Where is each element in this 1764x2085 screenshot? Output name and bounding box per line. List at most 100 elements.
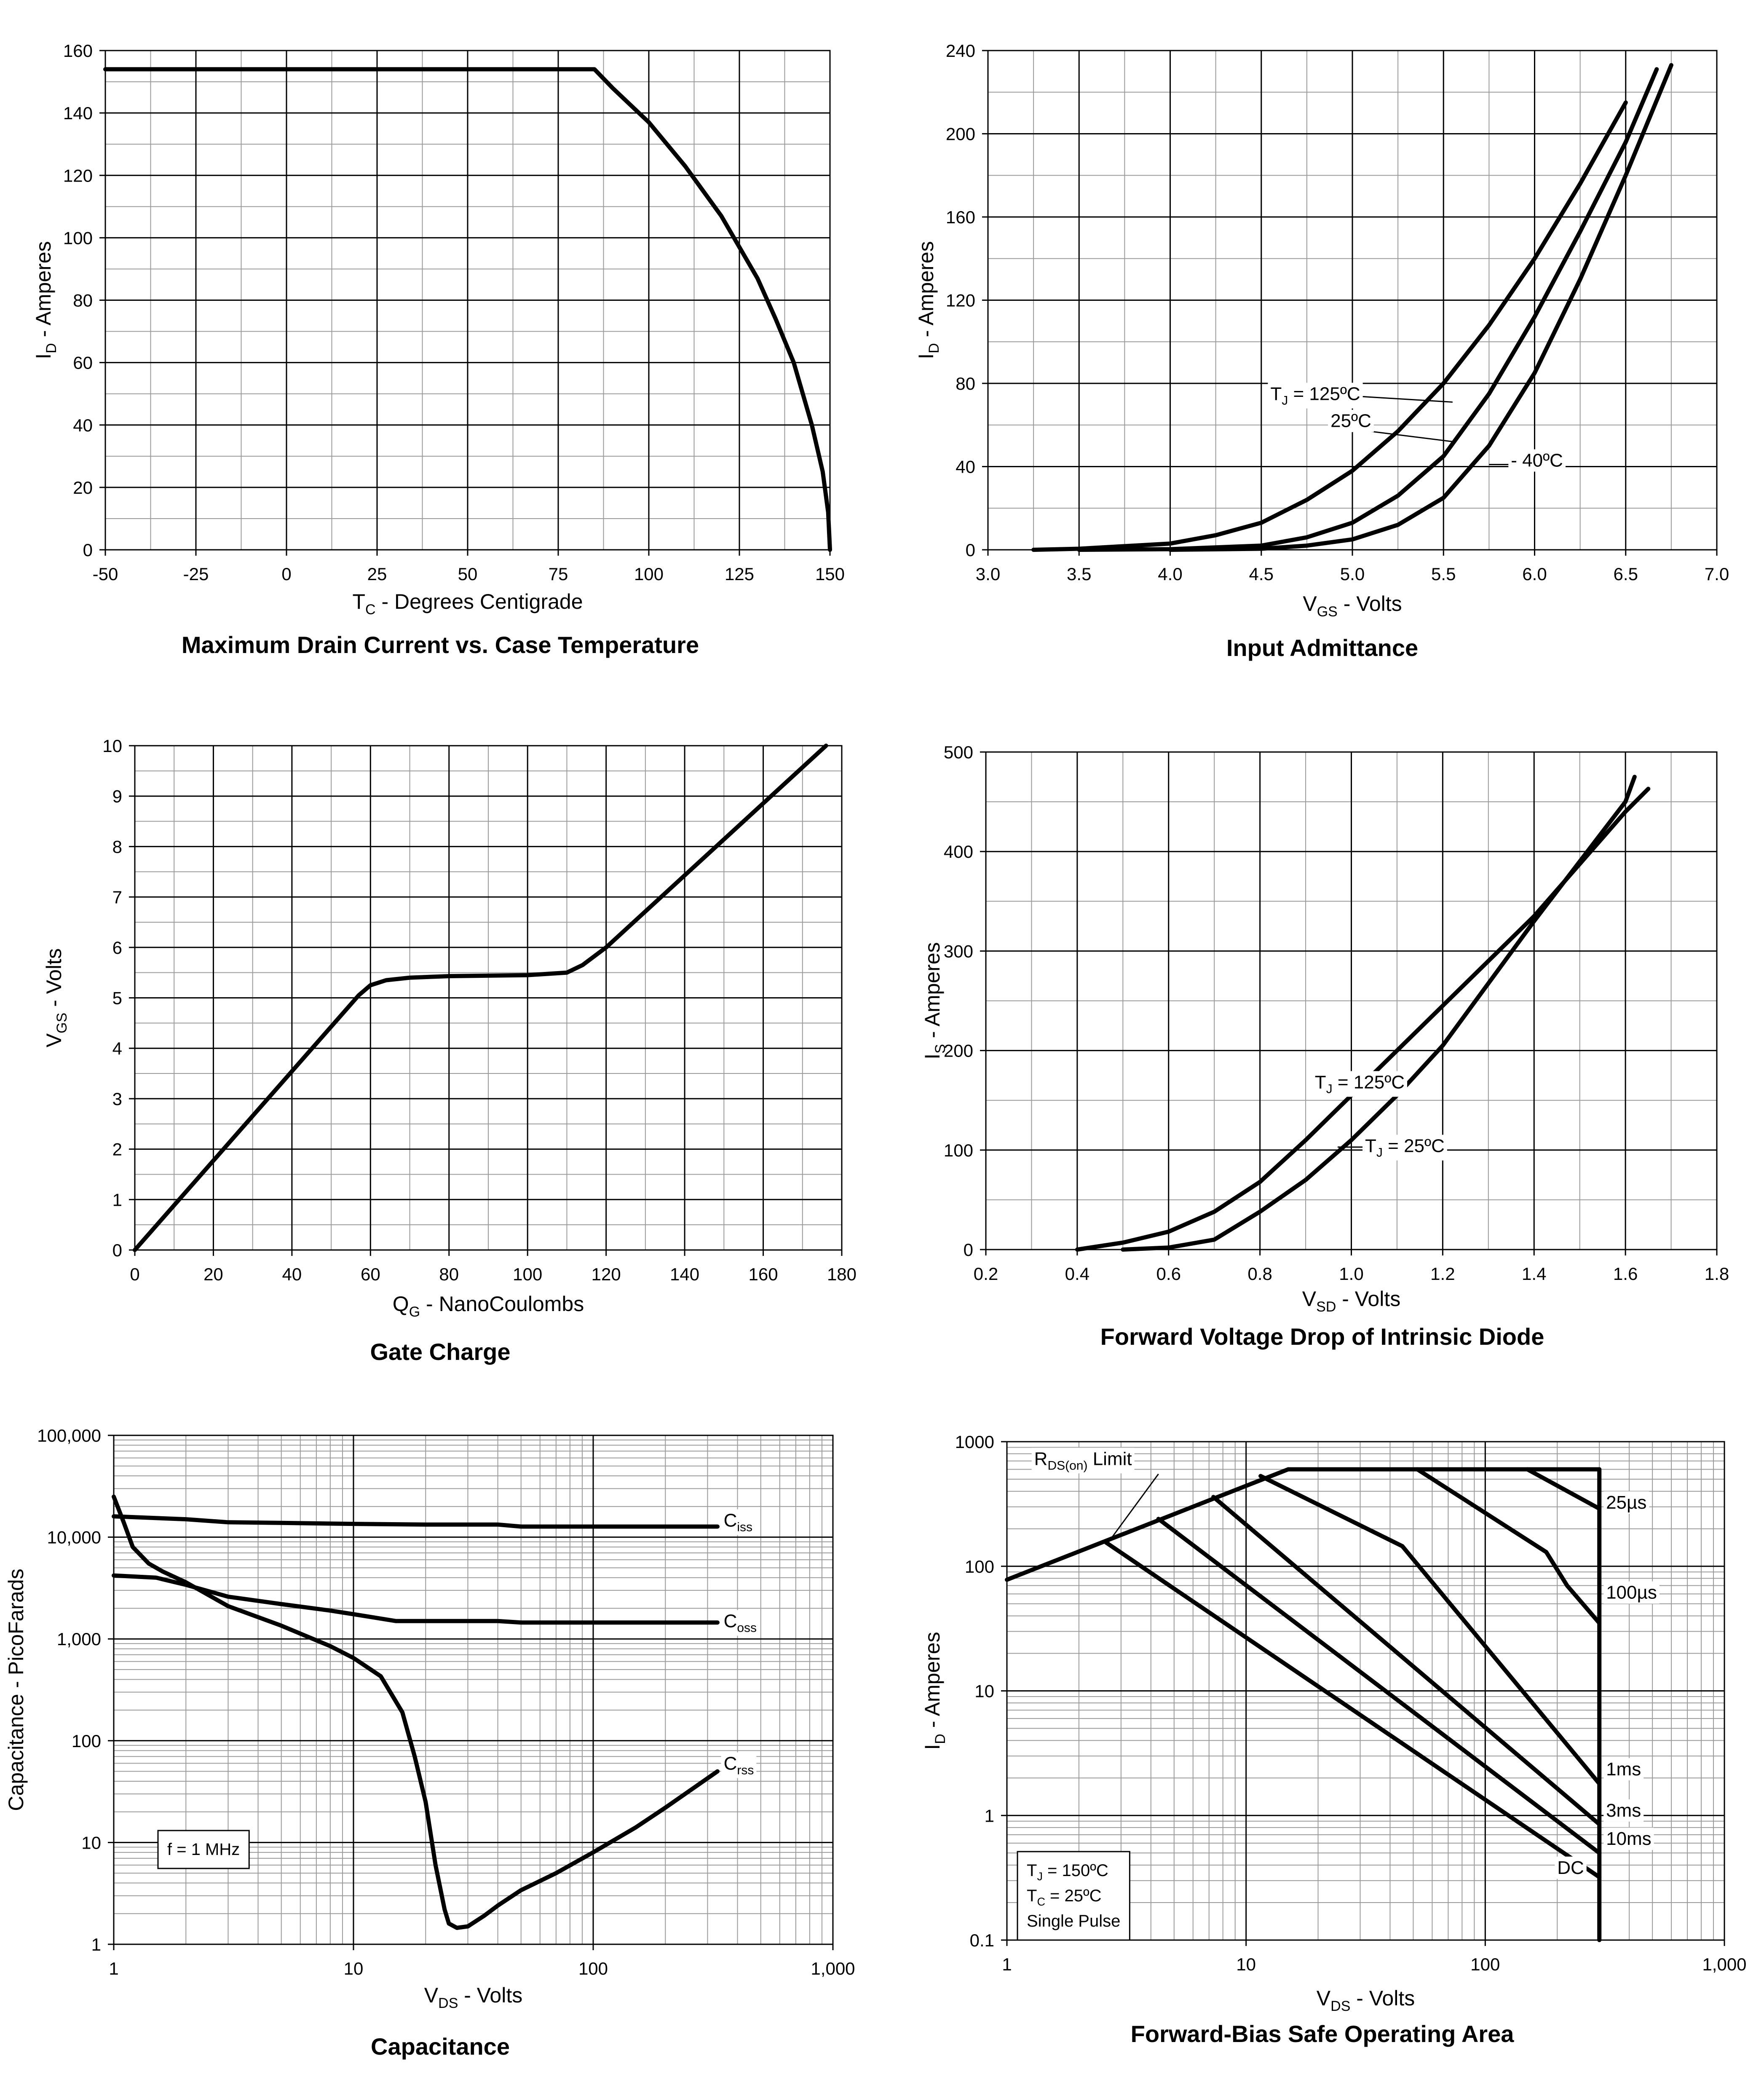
- x-axis-label: VDS - Volts: [424, 1983, 522, 2011]
- y-tick-label: 160: [63, 41, 93, 61]
- label-background: [721, 1509, 755, 1535]
- y-tick-label: 1,000: [57, 1629, 101, 1649]
- y-tick-label: 1: [91, 1935, 101, 1954]
- label-leader: [1350, 395, 1453, 403]
- y-tick-label: 10: [102, 736, 122, 756]
- y-tick-label: 500: [944, 742, 973, 762]
- y-tick-label: 160: [946, 207, 975, 227]
- series-line: [1075, 787, 1651, 1252]
- y-axis-label: IS - Amperes: [921, 942, 948, 1059]
- x-axis-label: VGS - Volts: [1303, 592, 1402, 620]
- x-tick-label: 180: [827, 1264, 857, 1284]
- x-axis-label: QG - NanoCoulombs: [393, 1292, 584, 1320]
- chart-svg: 1 10 100 1,000 1 10 100 1,000 10,000 100,000 VDS -…: [4, 1426, 855, 2011]
- x-tick-label: 100: [1470, 1954, 1500, 1974]
- y-tick-label: 240: [946, 41, 975, 61]
- x-tick-label: -25: [183, 564, 209, 584]
- chart-safe-operating-area: 1 10 100 1,000 0.1 1 10 100 1000 VDS - Volts ID - …: [881, 1382, 1764, 2085]
- y-tick-label: 120: [63, 166, 93, 185]
- y-tick-label: 10: [974, 1681, 994, 1701]
- x-axis-label: VSD - Volts: [1302, 1287, 1400, 1315]
- series-label: 25µs: [1606, 1492, 1646, 1513]
- chart-svg: 1 10 100 1,000 0.1 1 10 100 1000 VDS - Volts ID - …: [921, 1432, 1747, 2014]
- label-background: [1031, 1448, 1135, 1474]
- chart-gate-charge: 0 20 40 60 80 100 120 140 160 180 0 1 2 3 4 5 6 7 8 9 10 QG -…: [0, 691, 881, 1382]
- x-tick-label: 100: [578, 1959, 608, 1978]
- y-tick-label: 40: [73, 415, 93, 435]
- series-line: [112, 1573, 720, 1625]
- y-tick-label: 400: [944, 842, 973, 862]
- x-tick-label: 60: [361, 1264, 380, 1284]
- series-line: [1156, 1517, 1602, 1855]
- x-tick-label: 6.5: [1614, 564, 1638, 584]
- label-background: [1312, 1071, 1408, 1097]
- x-tick-label: 10: [344, 1959, 364, 1978]
- y-tick-label: 0.1: [970, 1930, 994, 1950]
- x-axis-label: VDS - Volts: [1317, 1986, 1415, 2014]
- chart-title: Forward-Bias Safe Operating Area: [1130, 2021, 1514, 2047]
- x-tick-label: 25: [367, 564, 387, 584]
- y-tick-label: 100: [944, 1140, 973, 1160]
- y-tick-label: 300: [944, 941, 973, 961]
- chart-svg: 3.0 3.5 4.0 4.5 5.0 5.5 6.0 6.5 7.0 0 40 80 120 160 20…: [914, 41, 1729, 620]
- y-tick-label: 140: [63, 103, 93, 123]
- series-label: Ciss: [724, 1510, 752, 1534]
- y-tick-label: 40: [956, 457, 975, 477]
- x-tick-label: 7.0: [1705, 564, 1729, 584]
- series-line: [1104, 1540, 1602, 1879]
- grid: [104, 50, 831, 551]
- y-tick-label: 3: [112, 1089, 122, 1109]
- chart-forward-voltage-drop: 0.2 0.4 0.6 0.8 1.0 1.2 1.4 1.6 1.8 0 100 200 300 400…: [881, 691, 1764, 1382]
- label-leader: [1108, 1473, 1159, 1543]
- x-tick-label: 1.2: [1430, 1264, 1455, 1284]
- plot-frame: [113, 1435, 834, 1945]
- x-tick-label: 0.6: [1156, 1264, 1181, 1284]
- series-label: TJ = 125ºC: [1270, 384, 1360, 408]
- y-axis-label: ID - Amperes: [921, 1632, 948, 1750]
- x-tick-label: 3.0: [976, 564, 1000, 584]
- x-tick-label: 0: [281, 564, 291, 584]
- y-tick-label: 80: [956, 374, 975, 393]
- series-line: [1415, 1467, 1602, 1625]
- chart-title: Input Admittance: [1226, 634, 1419, 661]
- x-tick-label: 1: [1002, 1954, 1012, 1974]
- y-tick-label: 10: [81, 1833, 101, 1852]
- series-line: [112, 1494, 720, 1930]
- x-tick-label: 50: [458, 564, 478, 584]
- series-label: 1ms: [1606, 1759, 1641, 1780]
- label-background: [721, 1610, 760, 1636]
- y-tick-label: 0: [112, 1240, 122, 1260]
- x-tick-label: 0.8: [1247, 1264, 1272, 1284]
- chart-capacitance: 1 10 100 1,000 1 10 100 1,000 10,000 100,000 VDS -…: [0, 1382, 881, 2085]
- y-tick-label: 4: [112, 1038, 122, 1058]
- x-tick-label: 4.0: [1158, 564, 1182, 584]
- y-tick-label: 80: [73, 291, 93, 310]
- label-background: [1603, 1491, 1649, 1514]
- y-tick-label: 0: [966, 540, 975, 560]
- chart-svg: 0.2 0.4 0.6 0.8 1.0 1.2 1.4 1.6 1.8 0 100 200 300 400…: [921, 742, 1729, 1315]
- x-tick-label: 1.6: [1613, 1264, 1638, 1284]
- x-tick-label: 1,000: [1702, 1954, 1746, 1974]
- series-label: - 40ºC: [1511, 450, 1563, 471]
- x-tick-label: 4.5: [1249, 564, 1274, 584]
- label-background: [1603, 1799, 1644, 1822]
- x-tick-label: -50: [93, 564, 118, 584]
- grid: [134, 745, 843, 1251]
- note-text: Single Pulse: [1027, 1912, 1120, 1930]
- series-line: [1077, 67, 1659, 552]
- grid: [113, 1435, 834, 1945]
- series-label: 25ºC: [1330, 411, 1371, 431]
- series-label: 10ms: [1606, 1828, 1652, 1849]
- y-tick-label: 1: [112, 1190, 122, 1210]
- x-tick-label: 160: [749, 1264, 778, 1284]
- x-tick-label: 3.5: [1067, 564, 1091, 584]
- series-line: [1525, 1467, 1602, 1511]
- x-tick-label: 6.0: [1522, 564, 1547, 584]
- series-label: Coss: [724, 1611, 757, 1635]
- x-tick-label: 125: [725, 564, 754, 584]
- x-tick-label: 100: [513, 1264, 542, 1284]
- y-tick-label: 0: [964, 1240, 973, 1260]
- x-tick-label: 0.4: [1065, 1264, 1089, 1284]
- y-tick-label: 200: [946, 124, 975, 144]
- chart-title: Maximum Drain Current vs. Case Temperatu…: [181, 632, 699, 658]
